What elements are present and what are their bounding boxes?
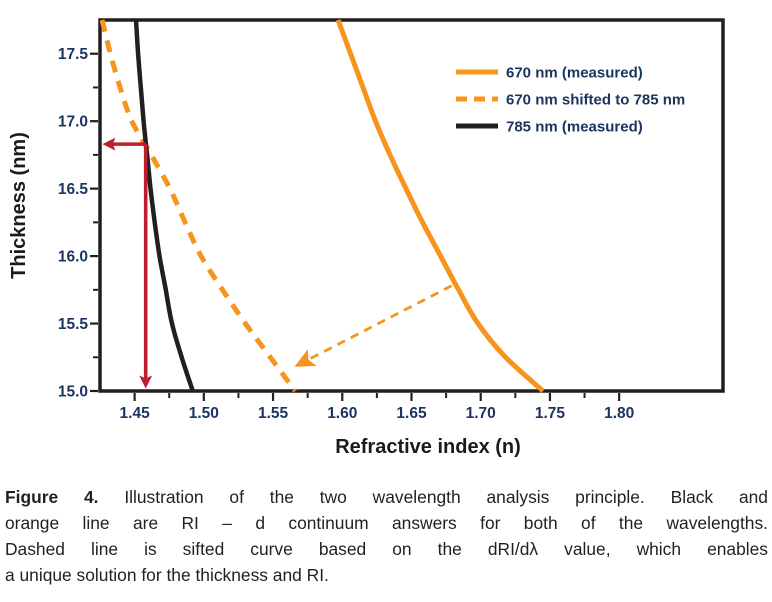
- figure-4: 1.45 1.50 1.55 1.60 1.65 1.70 1.75 1.80 15.0 15.5…: [5, 18, 768, 588]
- legend-label-1: 670 nm (measured): [506, 65, 643, 82]
- series-785nm-measured-curve: [133, 19, 195, 392]
- red-horizontal-arrowhead: [102, 137, 116, 151]
- x-axis-tick-label: 1.45: [120, 405, 151, 422]
- y-axis-title: Thickness (nm): [8, 132, 30, 279]
- plot-frame: [98, 18, 725, 393]
- y-axis-tick-label: 16.5: [58, 181, 89, 198]
- y-axis-tick-label: 16.0: [58, 249, 88, 266]
- caption-line: Figure 4. Illustration of the two wavele…: [5, 484, 768, 510]
- caption-line: a unique solution for the thickness and …: [5, 565, 329, 585]
- y-axis-tick-label: 15.0: [58, 384, 88, 401]
- x-axis-tick-label: 1.70: [466, 405, 496, 422]
- caption-line: Dashed line is sifted curve based on the…: [5, 539, 768, 559]
- x-axis-tick-label: 1.50: [189, 405, 219, 422]
- red-vertical-arrowhead: [139, 375, 153, 389]
- two-wavelength-analysis-chart: 1.45 1.50 1.55 1.60 1.65 1.70 1.75 1.80 15.0 15.5…: [8, 18, 725, 458]
- legend-label-3: 785 nm (measured): [506, 119, 643, 136]
- x-axis-tick-label: 1.75: [535, 405, 566, 422]
- series-670nm-measured-curve: [335, 19, 545, 393]
- legend-label-2: 670 nm shifted to 785 nm: [506, 92, 685, 109]
- shift-annotation-arrowhead: [294, 349, 317, 367]
- x-axis-tick-label: 1.60: [327, 405, 357, 422]
- y-axis-tick-label: 17.5: [58, 46, 89, 63]
- x-axis-tick-label: 1.65: [396, 405, 427, 422]
- caption-figure-label: Figure 4.: [5, 487, 99, 507]
- y-axis-tick-label: 17.0: [58, 114, 88, 131]
- figure-caption: Figure 4. Illustration of the two wavele…: [5, 484, 768, 588]
- x-axis-tick-label: 1.55: [258, 405, 289, 422]
- x-axis-title: Refractive index (n): [335, 436, 521, 458]
- caption-text: Illustration of the two wavelength analy…: [124, 487, 768, 507]
- caption-line: orange line are RI – d continuum answers…: [5, 513, 768, 533]
- series-670nm-shifted-curve: [99, 19, 298, 393]
- x-axis-tick-label: 1.80: [604, 405, 634, 422]
- y-axis-tick-label: 15.5: [58, 316, 89, 333]
- shift-annotation-arrow-line: [306, 284, 453, 362]
